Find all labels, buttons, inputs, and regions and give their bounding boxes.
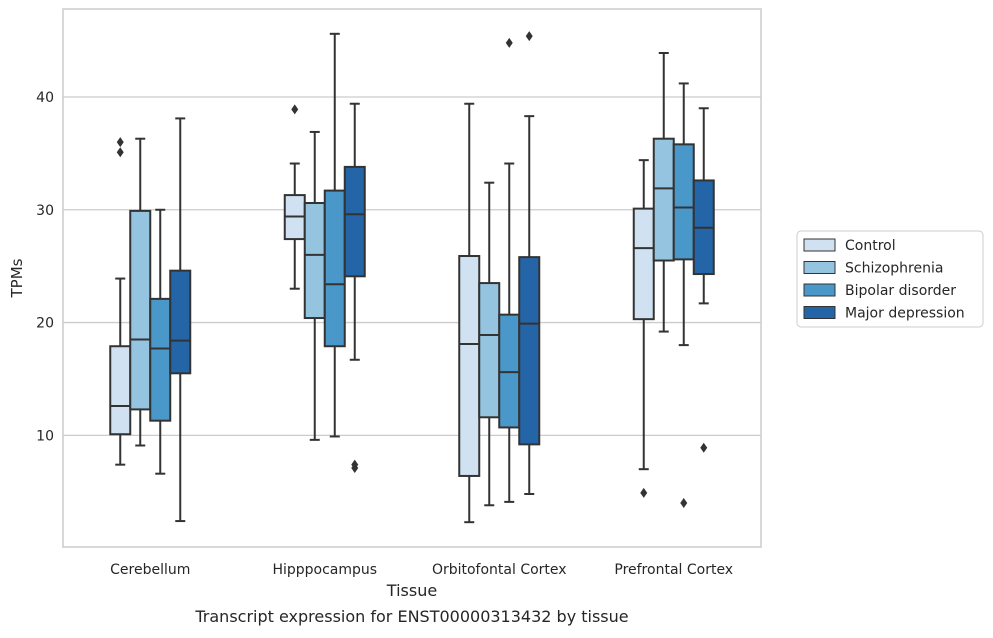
legend-swatch bbox=[803, 261, 836, 274]
legend-swatch bbox=[803, 238, 836, 252]
box-iqr bbox=[672, 143, 695, 261]
outlier-point bbox=[505, 37, 513, 48]
box-2 bbox=[518, 31, 541, 495]
outlier-point bbox=[116, 137, 124, 148]
box-iqr bbox=[109, 345, 132, 436]
box-2 bbox=[498, 37, 521, 503]
y-tick-labels: 10 20 30 40 bbox=[36, 90, 54, 444]
outlier-point bbox=[525, 31, 533, 42]
x-axis-label: Tissue bbox=[386, 581, 437, 600]
box-iqr bbox=[169, 269, 192, 375]
x-tick-label: Cerebellum bbox=[110, 562, 190, 578]
plot-background bbox=[63, 9, 761, 547]
box-series bbox=[109, 31, 715, 524]
y-tick-label: 40 bbox=[36, 90, 54, 106]
box-0 bbox=[169, 117, 192, 523]
y-tick-label: 30 bbox=[36, 203, 54, 219]
box-1 bbox=[343, 102, 366, 474]
y-tick-label: 10 bbox=[36, 428, 54, 444]
box-iqr bbox=[323, 189, 346, 348]
box-3 bbox=[632, 159, 655, 498]
x-tick-labels: Cerebellum Hipppocampus Orbitofontal Corte… bbox=[110, 562, 733, 578]
outlier-point bbox=[291, 104, 299, 115]
box-iqr bbox=[458, 255, 481, 477]
outlier-point bbox=[680, 498, 688, 509]
y-axis-label: TPMs bbox=[8, 258, 26, 298]
legend-label: Control bbox=[845, 238, 896, 254]
box-iqr bbox=[478, 282, 501, 419]
legend-label: Schizophrenia bbox=[845, 261, 943, 277]
legend-frame bbox=[796, 230, 984, 328]
box-iqr bbox=[518, 256, 541, 446]
legend-swatch bbox=[803, 283, 836, 297]
x-tick-label: Hipppocampus bbox=[272, 562, 377, 578]
legend: Control Schizophrenia Bipolar disorder Majo… bbox=[796, 230, 984, 328]
x-tick-label: Orbitofontal Cortex bbox=[432, 562, 567, 578]
legend-swatch bbox=[803, 306, 836, 319]
box-iqr bbox=[632, 207, 655, 321]
box-iqr bbox=[129, 209, 152, 411]
chart-caption: Transcript expression for ENST0000031343… bbox=[194, 607, 628, 626]
outlier-point bbox=[116, 147, 124, 158]
y-tick-label: 20 bbox=[36, 316, 54, 332]
box-iqr bbox=[303, 201, 326, 320]
box-iqr bbox=[149, 297, 172, 422]
outlier-point bbox=[640, 487, 648, 498]
plot-frame bbox=[62, 8, 762, 548]
box-iqr bbox=[343, 165, 366, 278]
outlier-point bbox=[351, 459, 359, 470]
series-group bbox=[169, 31, 715, 523]
box-0 bbox=[129, 137, 152, 447]
legend-label: Major depression bbox=[845, 306, 965, 322]
outlier-point bbox=[700, 442, 708, 453]
legend-label: Bipolar disorder bbox=[845, 283, 956, 299]
series-group bbox=[109, 102, 655, 524]
series-group bbox=[149, 32, 695, 509]
box-3 bbox=[692, 107, 715, 453]
box-iqr bbox=[498, 313, 521, 429]
series-group bbox=[129, 51, 675, 507]
x-tick-label: Prefrontal Cortex bbox=[614, 562, 733, 578]
box-3 bbox=[652, 51, 675, 333]
box-iqr bbox=[652, 137, 675, 262]
